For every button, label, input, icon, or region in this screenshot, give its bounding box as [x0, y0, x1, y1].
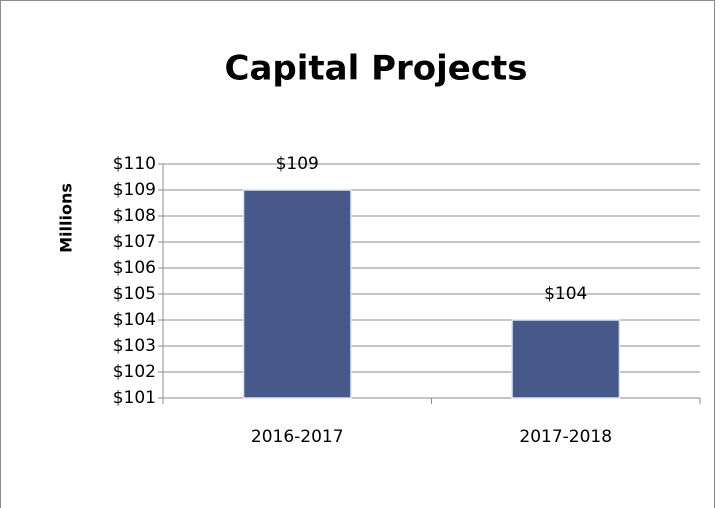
data-label: $109	[276, 154, 319, 174]
y-tick-label: $108	[113, 206, 156, 226]
y-tick-label: $101	[113, 388, 156, 408]
x-tick-label: 2016-2017	[251, 427, 344, 447]
chart-title: Capital Projects	[225, 49, 528, 89]
bar	[242, 189, 352, 399]
y-tick-label: $104	[113, 310, 156, 330]
y-tick-label: $105	[113, 284, 156, 304]
y-tick-label: $107	[113, 232, 156, 252]
bar	[511, 319, 621, 399]
y-tick-label: $106	[113, 258, 156, 278]
y-tick-label: $110	[113, 154, 156, 174]
y-tick-label: $109	[113, 180, 156, 200]
y-axis-label: Millions	[57, 183, 76, 253]
y-tick-label: $102	[113, 362, 156, 382]
y-tick-label: $103	[113, 336, 156, 356]
data-label: $104	[544, 284, 587, 304]
x-tick-label: 2017-2018	[519, 427, 612, 447]
